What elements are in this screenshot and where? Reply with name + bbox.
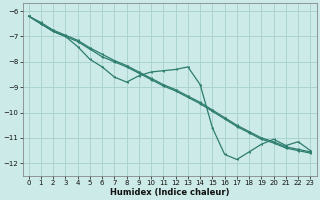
X-axis label: Humidex (Indice chaleur): Humidex (Indice chaleur) [110,188,229,197]
